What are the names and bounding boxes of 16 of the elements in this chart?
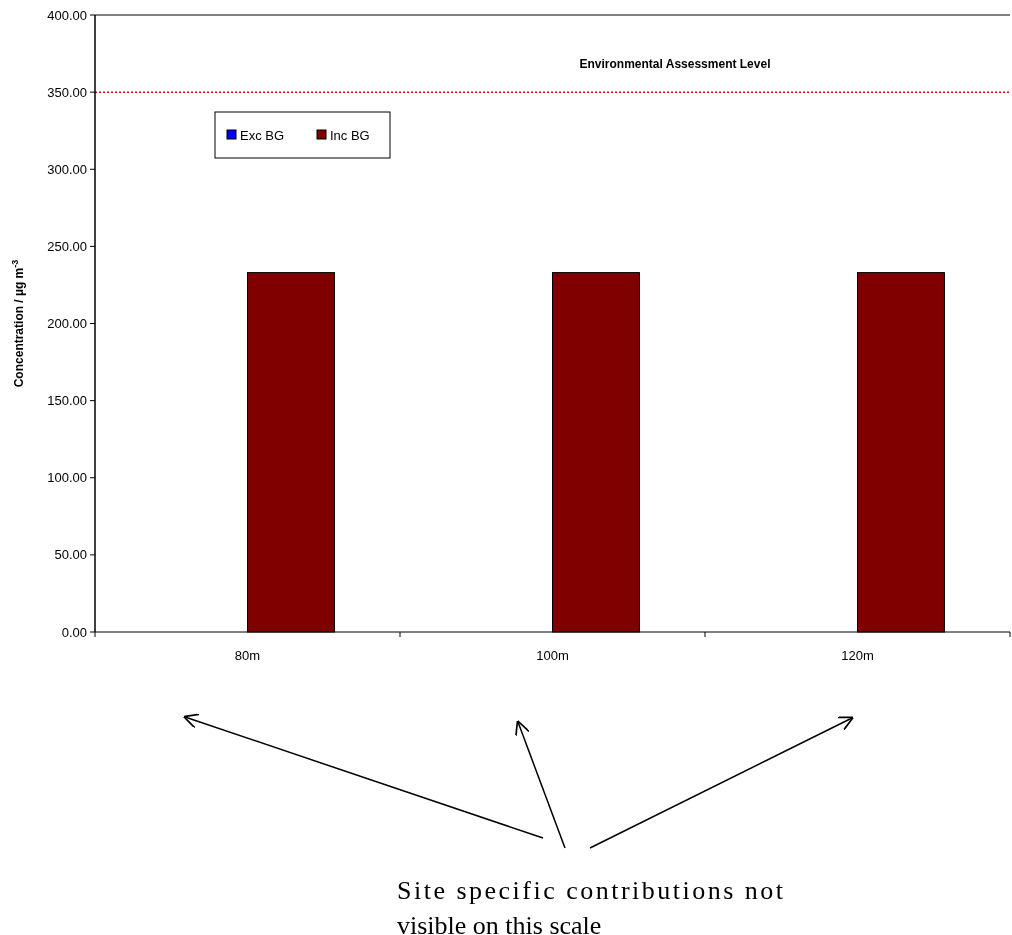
y-tick-label: 300.00 (47, 161, 87, 177)
x-tick-label: 120m (841, 648, 874, 663)
y-tick-label: 150.00 (47, 393, 87, 409)
y-tick-label: 350.00 (47, 84, 87, 100)
legend-label: Exc BG (240, 127, 285, 143)
y-tick-label: 400.00 (47, 7, 87, 23)
y-tick-label: 0.00 (61, 624, 87, 640)
legend-label: Inc BG (330, 127, 370, 143)
y-tick-label: 100.00 (47, 470, 87, 486)
x-tick-label: 80m (234, 648, 261, 663)
y-tick-label: 50.00 (54, 547, 87, 563)
text: Site specific contributions not visible on this scale (397, 876, 784, 935)
y-tick-label: 200.00 (47, 316, 87, 332)
ref-line-label: Environmental Assessment Level (579, 57, 771, 72)
y-tick-label: 250.00 (47, 238, 87, 254)
x-tick-label: 100m (536, 648, 569, 663)
